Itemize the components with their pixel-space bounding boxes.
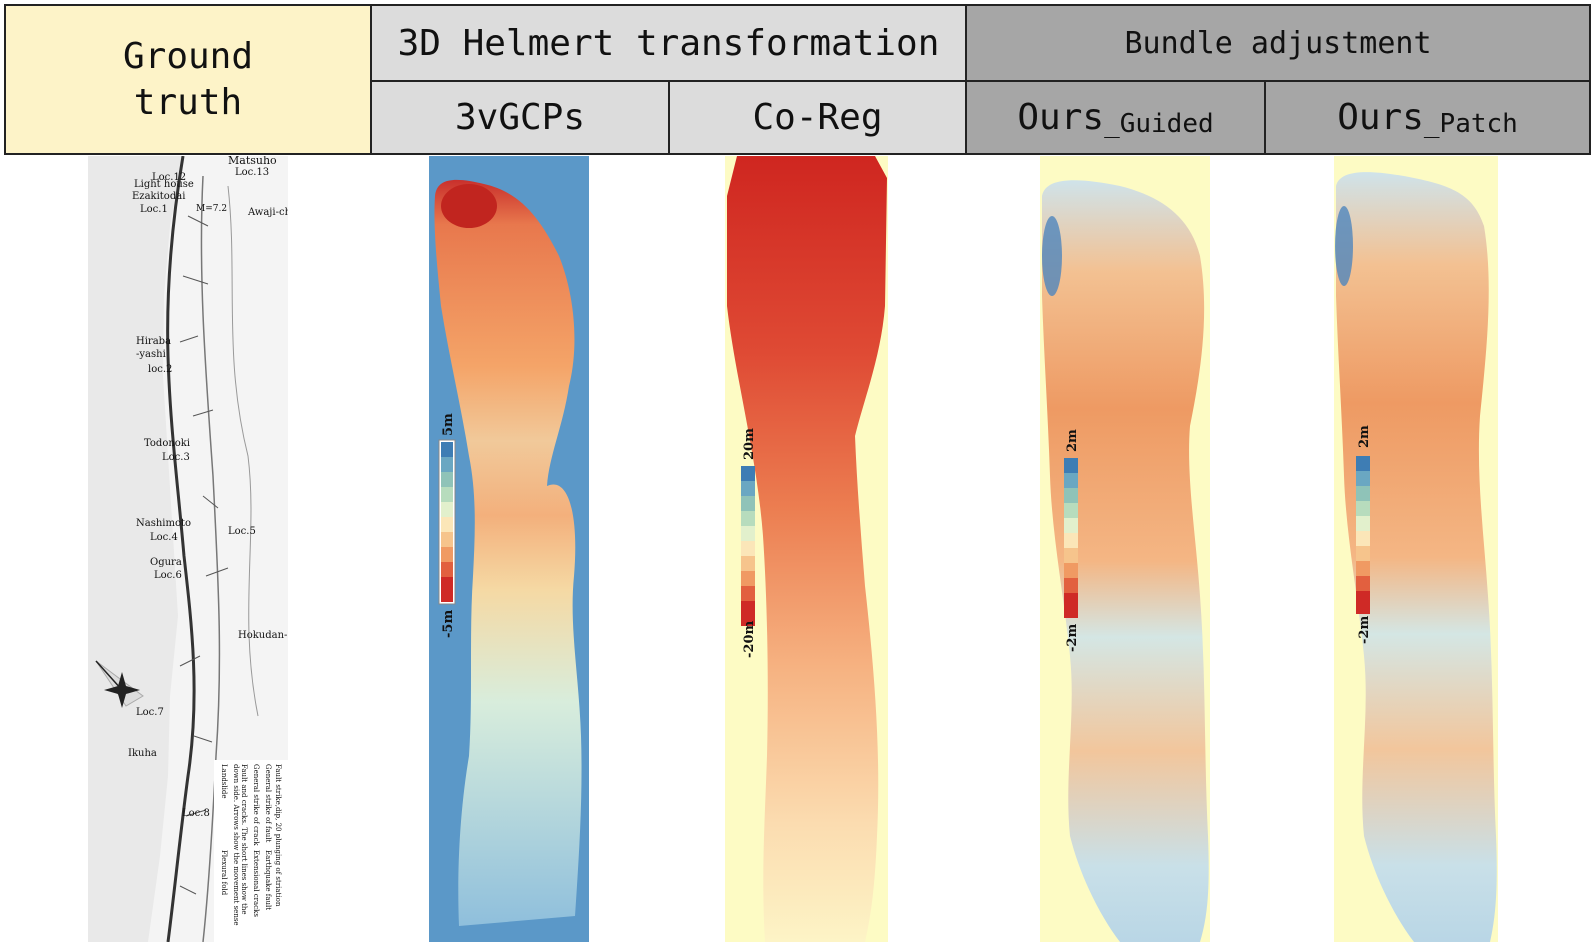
colorbar-ours-patch-max: 2m (1357, 425, 1372, 448)
gt-label-m72: M=7.2 (196, 204, 227, 214)
ground-truth-header: Ground truth (4, 4, 372, 155)
column-coreg: Co-Reg (668, 80, 967, 155)
gt-label-loc2: loc.2 (148, 364, 172, 375)
gt-label-nashimoto: Nashimoto (136, 518, 191, 529)
colorbar-3vgcps-max: 5m (441, 413, 456, 436)
column-ours-guided: Ours _Guided (965, 80, 1266, 155)
legend-line-4: General strike of crack (252, 764, 260, 846)
gt-label-loc4: Loc.4 (150, 532, 178, 543)
legend-line-5: Extensional cracks (252, 850, 260, 917)
legend-line-1: Fault strike,dip, 20 plunging of striati… (274, 764, 282, 907)
helmert-group-header: 3D Helmert transformation (370, 4, 967, 82)
gt-label-loc3: Loc.3 (162, 452, 190, 463)
ground-truth-line1: Ground (122, 35, 254, 77)
ours-patch-sub: _Patch (1423, 108, 1518, 139)
header-table: Ground truth 3D Helmert transformation B… (4, 4, 1591, 155)
compass-rose-icon (95, 660, 144, 708)
bundle-group-header: Bundle adjustment (965, 4, 1591, 82)
ours-patch-main: Ours (1337, 97, 1424, 138)
colorbar-ours-guided-min: -2m (1065, 624, 1080, 652)
colorbar-coreg: 20m -20m (741, 428, 757, 658)
gt-label-awaji: Awaji-ch (247, 207, 288, 218)
colorbar-ours-patch: 2m -2m (1356, 425, 1372, 644)
map-3vgcps: 5m -5m (429, 156, 589, 942)
legend-line-6: Fault and cracks. The short lines show t… (240, 764, 248, 915)
legend-line-7: down side. Arrows show the movement sens… (232, 764, 240, 926)
gt-label-loc12: Loc.12 (152, 172, 186, 183)
gt-label-hokudan: Hokudan- (238, 630, 287, 641)
column-ours-patch: Ours _Patch (1264, 80, 1591, 155)
legend-line-2: General strike of fault (264, 764, 272, 843)
colorbar-3vgcps-min: -5m (441, 610, 456, 638)
colorbar-ours-patch-min: -2m (1357, 616, 1372, 644)
colorbar-coreg-min: -20m (742, 621, 757, 658)
column-3vgcps: 3vGCPs (370, 80, 670, 155)
colorbar-ours-guided: 2m -2m (1064, 429, 1080, 652)
gt-label-loc6: Loc.6 (154, 570, 182, 581)
colorbar-3vgcps: 5m -5m (438, 413, 456, 638)
gt-label-loc13: Loc.13 (235, 167, 269, 178)
legend-line-9: Flexural fold (220, 850, 228, 896)
colorbar-coreg-max: 20m (742, 428, 757, 460)
gt-label-todonoki: Todonoki (144, 438, 190, 449)
gt-label-loc5: Loc.5 (228, 526, 256, 537)
gt-label-ogura: Ogura (150, 557, 182, 568)
colorbar-ours-guided-max: 2m (1065, 429, 1080, 452)
ground-truth-legend: Fault strike,dip, 20 plunging of striati… (214, 760, 288, 942)
map-ours-guided: 2m -2m (1040, 156, 1210, 942)
gt-label-ikuha: Ikuha (128, 748, 157, 759)
gt-label-matsuho: Matsuho (228, 156, 277, 167)
gt-label-loc7: Loc.7 (136, 707, 164, 718)
ours-guided-sub: _Guided (1104, 108, 1214, 139)
ours-guided-main: Ours (1017, 97, 1105, 138)
gt-label-hiraba: Hiraba (136, 336, 171, 347)
gt-label-ezakitodai: Ezakitodai (132, 191, 185, 202)
legend-line-8: Landslide (220, 764, 228, 799)
ground-truth-line2: truth (133, 81, 243, 123)
gt-label-lighthouse: Light house (134, 179, 194, 190)
gt-label-yashi: -yashi (136, 349, 166, 360)
gt-label-loc8: Loc.8 (182, 808, 210, 819)
ground-truth-map: Matsuho Loc.13 Loc.12 Light house Ezakit… (88, 156, 288, 942)
gt-label-loc1: Loc.1 (140, 204, 168, 215)
map-coreg: 20m -20m (725, 156, 888, 942)
map-ours-patch: 2m -2m (1334, 156, 1498, 942)
legend-line-3: Earthquake fault (264, 850, 272, 910)
